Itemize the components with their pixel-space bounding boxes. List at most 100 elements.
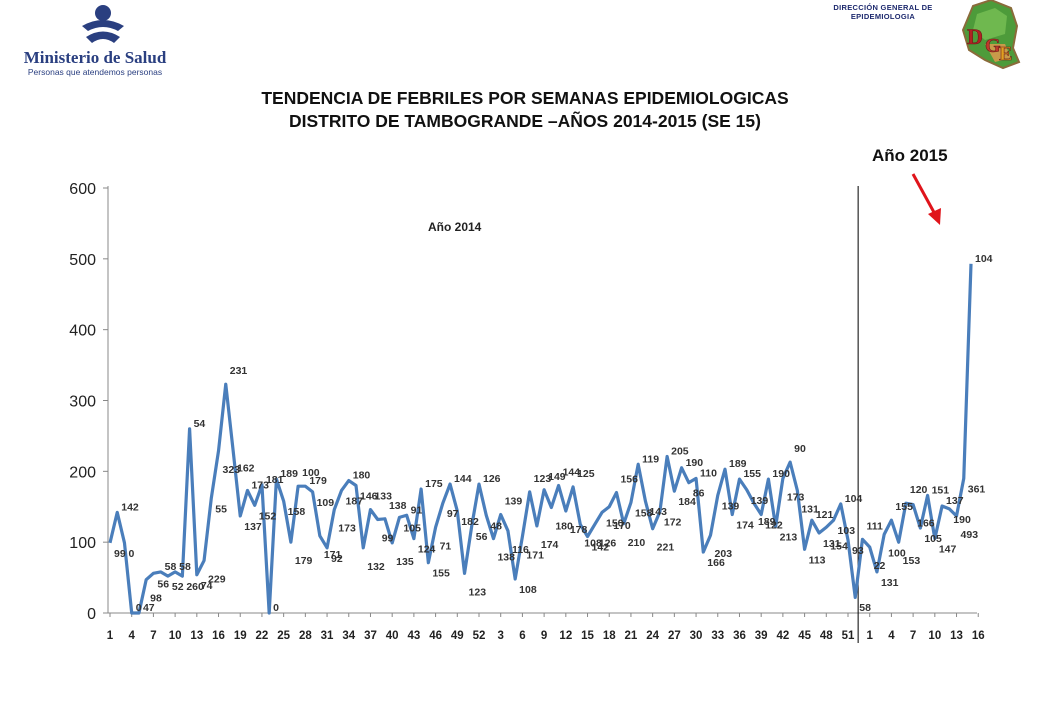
ministry-name: Ministerio de Salud [23,48,167,67]
dge-map-logo: D G E [961,0,1021,70]
data-label: 361 [968,483,986,495]
data-label: 56 [157,578,169,590]
data-label: 146 [360,491,378,503]
dge-label-line2: EPIDEMIOLOGIA [850,12,916,21]
x-tick-label: 51 [842,630,855,642]
data-label: 143 [649,506,667,518]
data-label: 171 [324,549,342,561]
y-tick-label: 300 [69,394,96,411]
data-label: 170 [613,520,631,532]
dge-label-line1: DIRECCIÓN GENERAL DE [833,3,933,12]
data-label: 190 [953,514,971,526]
data-label: 91 [411,504,423,516]
x-tick-label: 7 [150,630,156,642]
data-label: 147 [939,544,957,556]
data-label: 190 [772,468,790,480]
data-label: 92 [331,553,343,565]
data-label: 156 [620,474,638,486]
data-label: 93 [852,545,864,557]
data-label: 122 [765,520,783,532]
data-label: 139 [722,500,740,512]
data-label: 189 [280,468,298,480]
data-label: 155 [895,501,913,513]
data-label: 135 [396,556,414,568]
x-tick-label: 9 [541,630,547,642]
y-tick-label: 500 [69,252,96,269]
data-label: 190 [686,457,704,469]
data-label: 132 [367,561,385,573]
data-label: 97 [447,508,459,520]
data-label: 162 [237,462,255,474]
data-label: 47 [143,602,155,614]
data-label: 142 [121,501,139,513]
x-tick-label: 43 [407,630,420,642]
data-label: 99 [382,533,394,545]
x-tick-label: 36 [733,630,746,642]
data-label: 22 [874,560,886,572]
data-label: 181 [266,474,284,486]
data-label: 48 [490,520,502,532]
data-label: 175 [425,478,443,490]
data-label: 182 [461,516,479,528]
data-label: 229 [208,574,226,586]
x-tick-label: 49 [451,630,464,642]
x-tick-label: 37 [364,630,377,642]
data-label: 123 [469,586,487,598]
data-label: 149 [548,471,566,483]
data-label: 260 [186,581,204,593]
x-tick-label: 7 [910,630,916,642]
data-label: 173 [251,479,269,491]
data-label: 131 [801,503,819,515]
x-tick-label: 18 [603,630,616,642]
data-label: 323 [223,464,241,476]
data-label: 126 [483,473,501,485]
data-label: 116 [512,544,529,556]
data-label: 0 [128,548,134,560]
data-label: 111 [866,520,883,532]
svg-text:E: E [999,43,1012,65]
y-tick-label: 200 [69,464,96,481]
data-label: 98 [150,593,162,605]
data-label: 205 [671,445,689,457]
data-label: 174 [541,539,559,551]
data-label: 103 [838,525,856,537]
data-label: 126 [599,537,617,549]
data-label: 58 [859,602,871,614]
data-label: 153 [903,555,921,567]
svg-text:G: G [985,35,1001,57]
data-label: 180 [555,520,573,532]
data-label: 137 [244,521,262,533]
data-label: 58 [165,561,177,573]
x-tick-label: 46 [429,630,442,642]
data-label: 108 [584,537,602,549]
data-label: 100 [302,467,320,479]
data-label: 144 [563,467,581,479]
data-label: 123 [534,473,552,485]
data-label: 174 [736,520,754,532]
data-label: 189 [758,516,776,528]
x-tick-label: 13 [950,630,963,642]
x-tick-label: 6 [519,630,525,642]
data-label: 109 [317,497,335,509]
x-tick-label: 12 [559,630,572,642]
data-label: 155 [743,468,761,480]
data-label: 221 [657,542,675,554]
data-label: 108 [519,584,537,596]
data-label: 56 [476,531,488,543]
x-tick-label: 19 [234,630,247,642]
x-tick-label: 4 [129,630,136,642]
data-label: 184 [678,496,696,508]
x-tick-label: 10 [928,630,941,642]
chart-title-line2: DISTRITO DE TAMBOGRANDE –AÑOS 2014-2015 … [289,111,761,131]
year-2015-arrow [911,173,941,225]
data-label: 125 [577,468,595,480]
data-label: 86 [693,488,705,500]
data-label: 139 [505,496,523,508]
data-label: 58 [179,561,191,573]
data-label: 158 [635,508,653,520]
data-label: 171 [526,550,544,562]
data-label: 99 [114,548,126,560]
data-label: 138 [497,552,515,564]
ministry-tagline: Personas que atendemos personas [27,67,163,77]
